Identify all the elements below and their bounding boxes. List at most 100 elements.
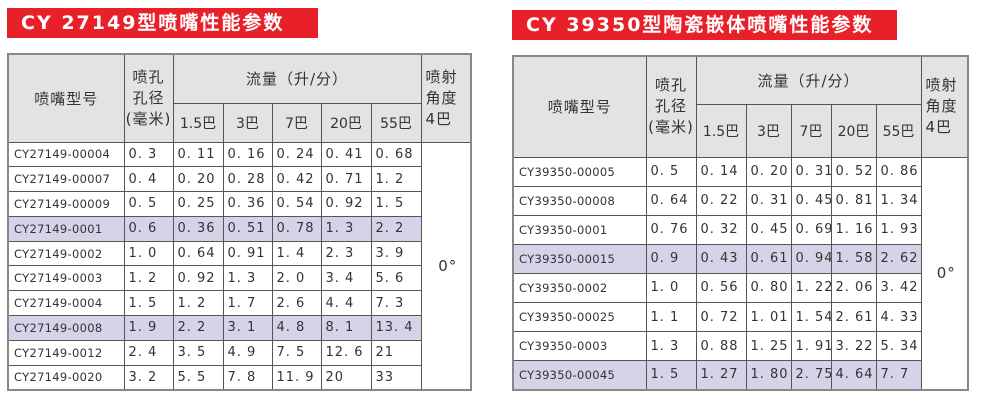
flow-cell: 1. 91 [790,331,832,362]
flow-cell: 0. 78 [271,215,322,242]
flow-cell: 0. 51 [222,215,273,242]
header-pressure: 3巴 [222,102,273,143]
flow-cell: 1. 3 [320,215,372,242]
flow-cell: 2. 3 [320,240,372,267]
flow-cell: 2. 0 [271,265,322,292]
table-row: CY27149-0020 3. 2 5. 5 7. 8 11. 9 20 33 [7,364,471,391]
flow-cell: 0. 68 [370,141,422,168]
model-cell: CY27149-0020 [7,364,125,391]
flow-cell: 33 [370,364,422,391]
orifice-cell: 0. 3 [123,141,174,168]
flow-cell: 0. 80 [745,272,792,303]
flow-cell: 1. 01 [745,301,792,333]
flow-cell: 1. 2 [172,290,224,317]
flow-cell: 1. 2 [370,166,422,193]
flow-cell: 0. 42 [271,166,322,193]
flow-cell: 0. 61 [745,243,792,274]
orifice-cell: 1. 2 [123,265,174,292]
header-angle: 喷射 角度 4巴 [920,55,969,158]
header-pressure: 20巴 [830,103,877,158]
flow-cell: 11. 9 [271,364,322,391]
flow-cell: 1. 54 [790,301,832,333]
flow-cell: 0. 45 [790,185,832,216]
header-orifice: 喷孔 孔径 (毫米) [645,55,697,158]
flow-cell: 0. 14 [695,156,747,187]
flow-cell: 20 [320,364,372,391]
model-cell: CY27149-0004 [7,290,125,317]
model-cell: CY27149-0008 [7,315,125,341]
header-orifice: 喷孔 孔径 (毫米) [123,53,174,143]
flow-cell: 0. 24 [271,141,322,168]
model-cell: CY27149-00007 [7,166,125,193]
flow-cell: 7. 5 [271,339,322,366]
orifice-cell: 0. 5 [645,156,697,187]
table-row: CY39350-00005 0. 5 0. 14 0. 20 0. 31 0. 52 0.… [512,156,969,391]
orifice-cell: 1. 1 [645,301,697,333]
flow-cell: 1. 93 [875,214,922,245]
flow-cell: 0. 11 [172,141,224,168]
flow-cell: 0. 20 [172,166,224,193]
model-cell: CY39350-00015 [512,243,647,274]
model-cell: CY39350-0003 [512,331,647,362]
model-cell: CY39350-00025 [512,301,647,333]
flow-cell: 0. 54 [271,191,322,217]
orifice-cell: 0. 76 [645,214,697,245]
flow-cell: 3. 5 [172,339,224,366]
flow-cell: 1. 22 [790,272,832,303]
orifice-cell: 1. 0 [123,240,174,267]
orifice-cell: 1. 0 [645,272,697,303]
flow-cell: 0. 86 [875,156,922,187]
model-cell: CY39350-00008 [512,185,647,216]
flow-cell: 4. 33 [875,301,922,333]
flow-cell: 5. 6 [370,265,422,292]
flow-cell: 0. 31 [745,185,792,216]
model-cell: CY39350-0002 [512,272,647,303]
flow-cell: 0. 91 [222,240,273,267]
spray-angle-cell: 0° [920,156,969,391]
flow-cell: 0. 16 [222,141,273,168]
flow-cell: 1. 80 [745,360,792,391]
flow-cell: 1. 58 [830,243,877,274]
header-pressure: 1.5巴 [172,102,224,143]
flow-cell: 0. 92 [172,265,224,292]
table-row: CY27149-0004 1. 5 1. 2 1. 7 2. 6 4. 4 7. 3 [7,290,471,317]
table-row: CY27149-0003 1. 2 0. 92 1. 3 2. 0 3. 4 5. 6 [7,265,471,292]
flow-cell: 2. 6 [271,290,322,317]
table-row: CY39350-00008 0. 64 0. 22 0. 31 0. 45 0. 81 1… [512,185,968,216]
flow-cell: 2. 2 [370,215,422,242]
model-cell: CY27149-0001 [7,215,125,242]
header-pressure: 7巴 [790,103,832,158]
flow-cell: 0. 94 [790,243,832,274]
table-row: CY27149-0008 1. 9 2. 2 3. 1 4. 8 8. 1 13. 4 [7,315,471,341]
flow-cell: 7. 3 [370,290,422,317]
flow-cell: 0. 81 [830,185,877,216]
header-pressure: 55巴 [875,103,922,158]
flow-cell: 4. 9 [222,339,273,366]
spray-angle-cell: 0° [420,141,472,391]
header-angle: 喷射 角度 4巴 [420,53,472,143]
flow-cell: 5. 5 [172,364,224,391]
flow-cell: 13. 4 [370,315,422,341]
flow-cell: 0. 41 [320,141,372,168]
flow-cell: 0. 36 [222,191,273,217]
orifice-cell: 1. 9 [123,315,174,341]
flow-cell: 0. 22 [695,185,747,216]
flow-cell: 1. 3 [222,265,273,292]
table-row: CY27149-00007 0. 4 0. 20 0. 28 0. 42 0. 71 1.… [7,166,471,193]
table-row: CY39350-00025 1. 1 0. 72 1. 01 1. 54 2. 61 4.… [512,301,968,333]
model-cell: CY27149-0002 [7,240,125,267]
table-row: CY27149-0012 2. 4 3. 5 4. 9 7. 5 12. 6 21 [7,339,471,366]
flow-cell: 1. 5 [370,191,422,217]
header-model: 喷嘴型号 [512,55,647,158]
flow-cell: 0. 20 [745,156,792,187]
flow-cell: 1. 4 [271,240,322,267]
table-row: CY39350-00015 0. 9 0. 43 0. 61 0. 94 1. 58 2.… [512,243,968,274]
header-flow: 流量（升/分） [695,55,922,105]
flow-cell: 2. 62 [875,243,922,274]
table-row: CY39350-0003 1. 3 0. 88 1. 25 1. 91 3. 22 5. … [512,331,968,362]
header-pressure: 55巴 [370,102,422,143]
flow-cell: 2. 75 [790,360,832,391]
flow-cell: 2. 2 [172,315,224,341]
flow-cell: 0. 72 [695,301,747,333]
flow-cell: 1. 34 [875,185,922,216]
